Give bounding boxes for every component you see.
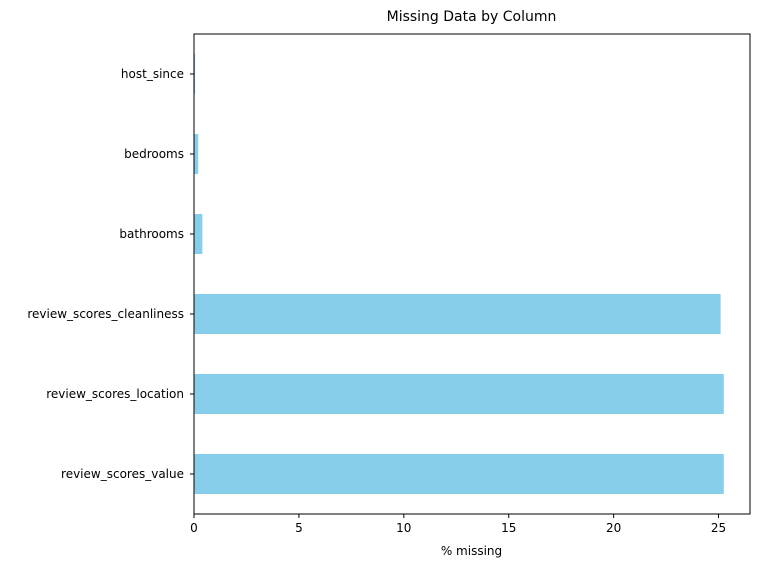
bar-review_scores_value [194, 454, 724, 494]
x-tick-label: 15 [501, 521, 516, 535]
bar-bathrooms [194, 214, 203, 254]
bar-bedrooms [194, 134, 199, 174]
chart-title: Missing Data by Column [387, 9, 557, 25]
bar-host_since [194, 54, 196, 94]
plot-frame [193, 33, 751, 515]
bars-group [194, 54, 724, 494]
x-tick-label: 5 [295, 521, 303, 535]
x-tick-label: 20 [606, 521, 621, 535]
x-tick-label: 25 [711, 521, 726, 535]
x-axis-ticks: 0 5 10 15 20 25 [190, 514, 726, 535]
x-axis-label: % missing [441, 544, 502, 558]
bar-review_scores_cleanliness [194, 294, 721, 334]
y-tick-label: bedrooms [124, 147, 184, 161]
x-tick-label: 10 [396, 521, 411, 535]
x-tick-label: 0 [190, 521, 198, 535]
y-tick-label: review_scores_cleanliness [27, 307, 184, 321]
y-tick-label: review_scores_location [46, 387, 184, 401]
y-tick-label: bathrooms [119, 227, 184, 241]
y-tick-label: host_since [121, 67, 184, 81]
y-tick-label: review_scores_value [61, 467, 184, 481]
bar-review_scores_location [194, 374, 724, 414]
y-axis-ticks: host_since bedrooms bathrooms review_scores… [27, 67, 194, 481]
